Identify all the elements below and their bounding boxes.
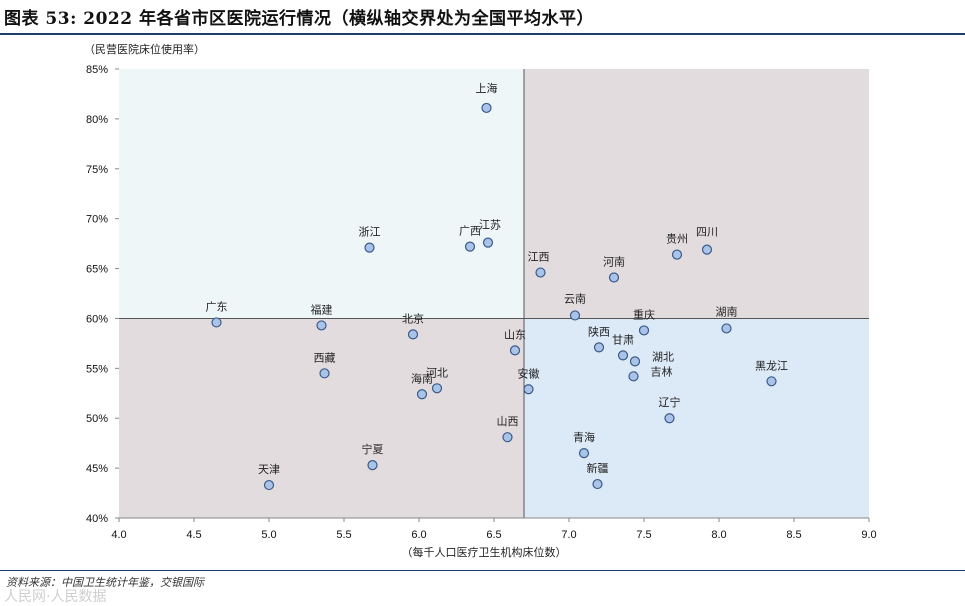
x-tick-label: 8.5: [786, 529, 801, 541]
x-tick-label: 4.5: [186, 529, 201, 541]
data-point: [535, 267, 546, 278]
title-divider: [0, 33, 965, 35]
data-point: [608, 272, 620, 283]
data-point: [407, 329, 419, 340]
y-tick-label: 60%: [86, 313, 108, 325]
y-tick-label: 45%: [86, 463, 108, 475]
data-point: [721, 323, 732, 334]
y-tick-label: 50%: [86, 413, 108, 425]
x-tick-label: 7.0: [561, 529, 576, 541]
point-label: 浙江: [359, 226, 381, 239]
x-axis-label: （每千人口医疗卫生机构床位数）: [402, 545, 567, 559]
point-label: 甘肃: [612, 333, 634, 346]
data-point: [628, 371, 639, 382]
data-point: [593, 342, 605, 353]
data-point: [316, 320, 327, 331]
x-tick-label: 5.5: [336, 529, 351, 541]
point-label: 四川: [696, 226, 718, 239]
source-divider: [0, 570, 965, 571]
axes: 4.0 4.5 5.0 5.5 6.0 6.5 7.0 7.5 8.0 8.5 9.0 40% 45% 5…: [86, 64, 877, 541]
point-label: 重庆: [633, 307, 655, 321]
y-tick-label: 55%: [86, 363, 108, 375]
point-label: 吉林: [651, 364, 673, 378]
point-label: 辽宁: [659, 395, 681, 409]
x-tick-label: 4.0: [111, 529, 126, 541]
data-point: [319, 368, 330, 379]
data-point: [502, 432, 513, 443]
data-point: [431, 383, 443, 394]
data-point: [629, 356, 641, 367]
data-point: [766, 376, 777, 387]
y-tick-label: 80%: [86, 114, 108, 126]
data-point: [509, 345, 521, 356]
point-label: 江苏: [479, 219, 501, 232]
point-label: 广西: [459, 225, 481, 238]
watermark: 人民网·人民数据: [4, 589, 107, 605]
x-tick-label: 6.0: [411, 529, 426, 541]
data-point: [367, 460, 378, 471]
point-label: 山西: [497, 415, 519, 428]
data-point: [211, 317, 222, 328]
point-label: 湖南: [716, 305, 738, 318]
figure-title: 图表 53: 2022 年各省市区医院运行情况（横纵轴交界处为全国平均水平）: [4, 9, 595, 29]
point-label: 江西: [528, 251, 550, 264]
x-tick-label: 7.5: [636, 529, 651, 541]
point-label: 陕西: [588, 324, 610, 338]
x-tick-label: 6.5: [486, 529, 501, 541]
source-note: 资料来源：中国卫生统计年鉴，交银国际: [6, 576, 204, 589]
x-tick-label: 5.0: [261, 529, 276, 541]
y-axis-label: （民营医院床位使用率）: [84, 42, 205, 56]
data-point: [638, 325, 650, 336]
data-point: [617, 350, 629, 361]
quadrant-top-right: [524, 69, 869, 319]
y-tick-label: 65%: [86, 264, 108, 276]
data-point: [464, 241, 476, 252]
y-tick-label: 40%: [86, 513, 108, 525]
point-label: 上海: [476, 81, 498, 95]
point-label: 湖北: [652, 350, 674, 363]
quadrant-bottom-right: [524, 318, 869, 518]
point-label: 新疆: [587, 461, 609, 475]
point-label: 黑龙江: [755, 359, 788, 372]
x-tick-label: 8.0: [711, 529, 726, 541]
data-point: [482, 237, 494, 248]
point-label: 青海: [573, 430, 595, 444]
point-label: 广东: [206, 300, 228, 313]
data-point: [569, 310, 581, 321]
quadrant-top-left: [119, 69, 524, 319]
data-point: [701, 244, 713, 255]
data-point: [263, 479, 275, 491]
data-point: [664, 413, 675, 424]
y-tick-label: 70%: [86, 214, 108, 226]
y-tick-label: 85%: [86, 64, 108, 76]
quadrant-backgrounds: [119, 69, 869, 518]
point-label: 宁夏: [362, 442, 384, 456]
point-label: 河南: [603, 256, 625, 269]
data-point: [416, 389, 428, 400]
data-point: [671, 249, 683, 260]
point-label: 福建: [311, 302, 333, 316]
point-label: 山东: [504, 328, 526, 341]
point-label: 西藏: [314, 351, 336, 364]
data-point: [523, 384, 534, 395]
data-point: [592, 478, 603, 490]
x-tick-label: 9.0: [861, 529, 876, 541]
point-label: 天津: [258, 463, 280, 476]
data-point: [364, 242, 375, 253]
data-point: [481, 102, 492, 114]
point-label: 北京: [402, 311, 424, 325]
point-label: 安徽: [518, 366, 540, 380]
scatter-chart: 4.0 4.5 5.0 5.5 6.0 6.5 7.0 7.5 8.0 8.5 9.0 40% 45% 5…: [84, 42, 877, 559]
quadrant-bottom-left: [119, 318, 524, 518]
point-label: 贵州: [666, 233, 688, 246]
data-point: [578, 448, 590, 459]
point-label: 云南: [564, 292, 586, 305]
average-crosshair: [119, 69, 869, 518]
point-label: 海南: [411, 371, 433, 385]
y-tick-label: 75%: [86, 164, 108, 176]
point-label: 河北: [426, 366, 448, 379]
